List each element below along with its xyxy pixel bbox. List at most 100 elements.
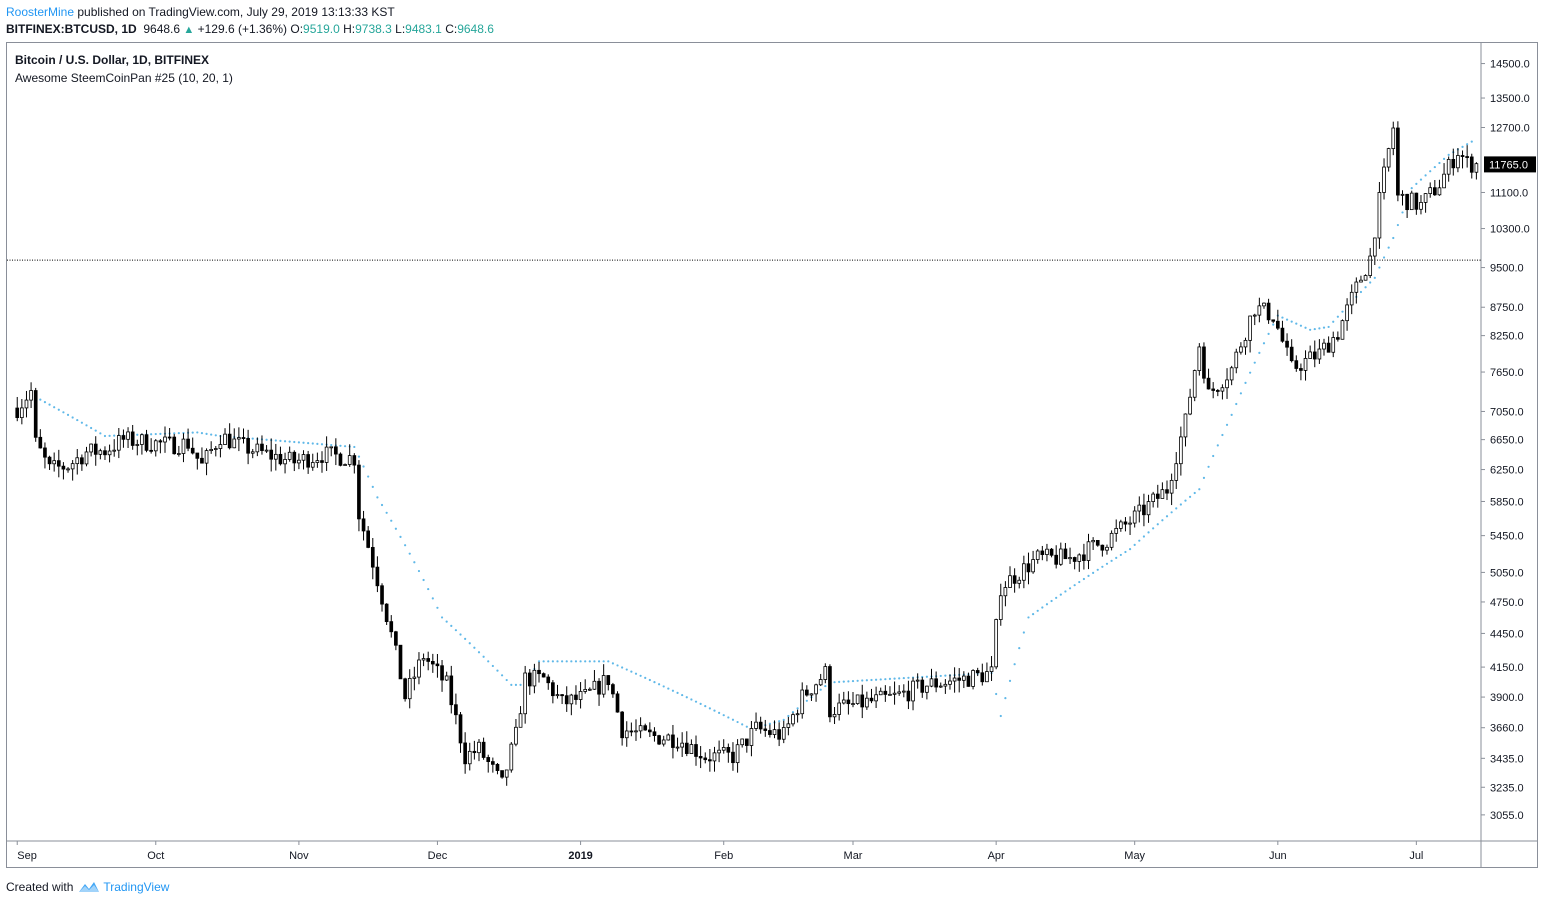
indicator-dot: [251, 437, 254, 440]
candle: [818, 673, 823, 687]
candle: [897, 685, 902, 696]
indicator-dot: [630, 670, 633, 673]
candle: [860, 684, 865, 719]
candle-body-up: [347, 455, 352, 465]
candle: [186, 428, 190, 452]
candle-body-up: [1446, 158, 1451, 175]
y-tick-label: 6250.0: [1490, 465, 1524, 477]
candle: [1169, 473, 1174, 506]
candle: [1308, 345, 1312, 359]
indicator-dot: [1055, 596, 1058, 599]
y-tick-label: 5050.0: [1490, 567, 1524, 579]
indicator-dot: [944, 674, 947, 677]
indicator-dot: [1008, 679, 1012, 682]
candle-body-down: [975, 670, 980, 674]
tradingview-link[interactable]: TradingView: [103, 880, 170, 894]
candle-body-down: [763, 728, 768, 731]
candle-body-up: [1105, 546, 1109, 551]
candle: [994, 618, 998, 670]
candle: [1465, 145, 1469, 168]
indicator-dot: [1466, 143, 1469, 146]
indicator-dot: [413, 561, 416, 564]
candle-body-down: [560, 694, 564, 697]
candle-body-up: [624, 730, 629, 739]
candle: [283, 452, 287, 474]
close-label: C:: [445, 22, 458, 36]
candle-body-up: [1086, 541, 1091, 561]
candle: [772, 720, 777, 739]
x-tick-label: 2019: [568, 850, 592, 862]
candle: [985, 662, 989, 683]
candle: [1003, 581, 1008, 607]
candle-body-down: [366, 530, 371, 548]
candle-body-up: [938, 685, 943, 688]
indicator-dot: [1031, 613, 1035, 616]
candle: [564, 686, 569, 712]
price-change: +129.6 (+1.36%): [197, 22, 288, 36]
candle: [1271, 319, 1276, 324]
candle-body-down: [883, 690, 888, 695]
last-price: 9648.6: [143, 22, 181, 36]
candle: [297, 453, 301, 470]
candle-body-up: [1137, 504, 1142, 512]
candle-body-down: [481, 741, 486, 758]
candle: [241, 428, 246, 444]
footer: Created with TradingView: [6, 880, 169, 894]
candle: [514, 719, 518, 747]
candle-body-up: [107, 450, 112, 456]
candle-body-up: [24, 399, 29, 409]
candle: [726, 743, 731, 763]
indicator-dot: [362, 465, 365, 468]
indicator-dot: [196, 431, 199, 434]
indicator-dot: [685, 696, 688, 699]
candle: [1451, 148, 1456, 176]
candle-body-up: [786, 723, 791, 728]
candle-body-down: [1100, 544, 1105, 551]
y-tick-label: 5450.0: [1490, 531, 1524, 543]
indicator-dot: [1429, 170, 1432, 173]
candle: [107, 444, 112, 463]
indicator-dot: [316, 442, 319, 446]
indicator-dot: [1115, 556, 1118, 559]
candle: [989, 656, 994, 681]
candle-body-down: [398, 644, 403, 680]
candle-body-down: [1095, 540, 1100, 546]
candle: [1114, 519, 1119, 542]
indicator-dot: [722, 714, 725, 717]
indicator-dot: [856, 679, 859, 682]
candle-body-down: [384, 603, 389, 623]
indicator-dot: [182, 431, 185, 435]
indicator-dot: [1101, 565, 1104, 568]
indicator-dot: [57, 408, 60, 411]
candle-body-up: [153, 440, 158, 452]
candle: [620, 710, 624, 746]
indicator-dot: [1165, 515, 1169, 518]
candle: [398, 644, 403, 680]
candle: [883, 685, 888, 702]
candle-body-up: [634, 730, 638, 733]
candle: [509, 742, 514, 773]
indicator-dot: [1290, 320, 1293, 323]
candle: [324, 436, 329, 471]
indicator-dot: [893, 677, 896, 680]
candle: [837, 693, 841, 721]
candle-body-down: [1451, 158, 1456, 169]
candle-body-up: [1368, 255, 1373, 276]
candle-body-down: [1142, 504, 1146, 516]
candle: [1012, 568, 1017, 593]
candle-body-down: [694, 744, 698, 757]
candle-body-up: [1382, 166, 1386, 193]
indicator-dot: [1110, 559, 1113, 562]
candle: [444, 671, 449, 681]
author-link[interactable]: RoosterMine: [6, 5, 75, 19]
candle-body-down: [1326, 342, 1331, 353]
candle-body-up: [1248, 315, 1252, 341]
indicator-dot: [657, 683, 661, 686]
candle: [1437, 179, 1442, 196]
candle-body-down: [1206, 377, 1211, 390]
candle: [1262, 302, 1266, 309]
candle-body-up: [874, 694, 878, 702]
candle-body-up: [915, 679, 920, 682]
candle-body-down: [158, 440, 163, 443]
